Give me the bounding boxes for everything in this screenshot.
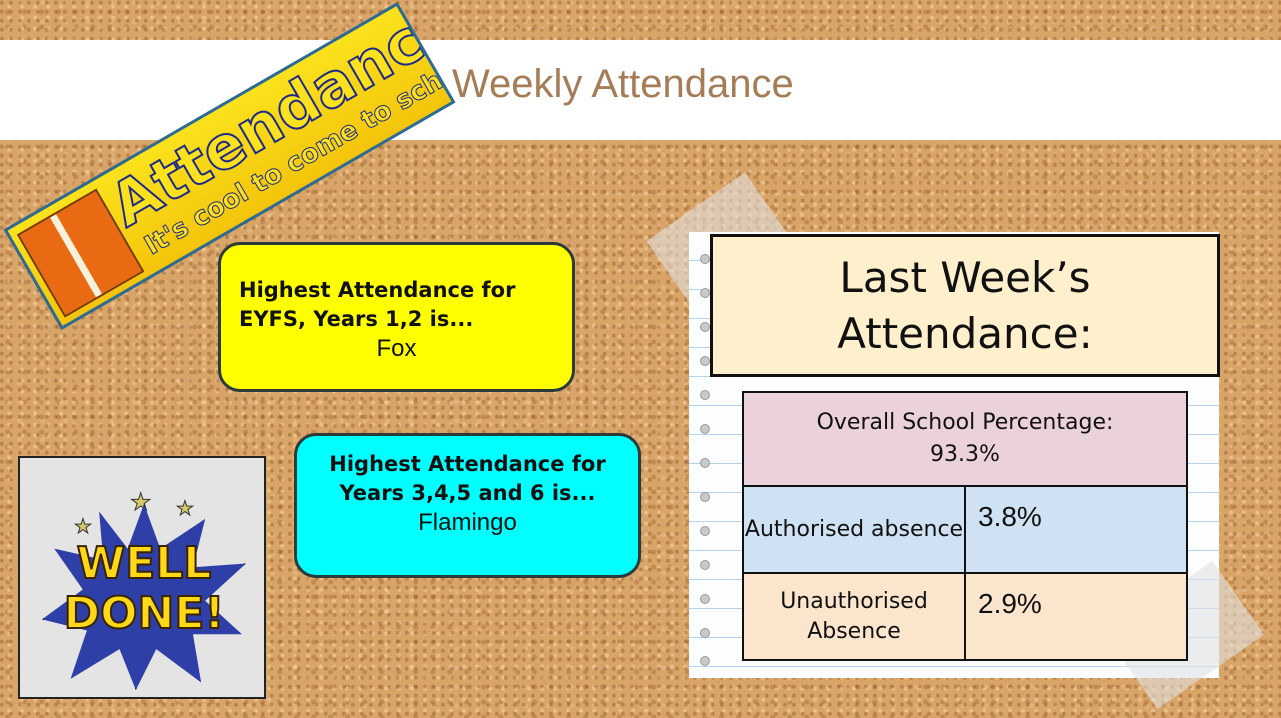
punch-hole: [700, 560, 710, 570]
punch-hole: [700, 458, 710, 468]
summary-heading: Last Week’s Attendance:: [837, 252, 1093, 358]
unauthorised-label: Unauthorised Absence: [742, 572, 966, 661]
overall-cell: Overall School Percentage: 93.3%: [742, 391, 1188, 487]
star-icon: ★: [176, 496, 195, 521]
punch-hole: [700, 254, 710, 264]
authorised-value: 3.8%: [964, 485, 1188, 574]
note-eyfs-value: Fox: [376, 335, 417, 362]
attendance-table: Overall School Percentage: 93.3% Authori…: [742, 391, 1188, 661]
overall-label: Overall School Percentage:: [816, 410, 1114, 435]
page-title: Weekly Attendance: [452, 62, 794, 106]
table-row: Authorised absence 3.8%: [742, 485, 1188, 574]
overall-value: 93.3%: [930, 442, 1000, 467]
star-icon: ★: [74, 514, 93, 539]
note-eyfs-heading: Highest Attendance for EYFS, Years 1,2 i…: [239, 278, 516, 331]
table-row: Unauthorised Absence 2.9%: [742, 572, 1188, 661]
well-done-line2: DONE!: [63, 588, 226, 639]
punch-hole: [700, 288, 710, 298]
unauthorised-value: 2.9%: [964, 572, 1188, 661]
punch-hole: [700, 628, 710, 638]
punch-hole: [700, 356, 710, 366]
well-done-line1: WELL: [76, 538, 213, 589]
authorised-label: Authorised absence: [742, 485, 966, 574]
punch-hole: [700, 424, 710, 434]
well-done-badge: ★ ★ ★ WELL DONE!: [18, 456, 266, 699]
note-ks2: Highest Attendance for Years 3,4,5 and 6…: [294, 433, 641, 578]
punch-hole: [700, 390, 710, 400]
punch-hole: [700, 594, 710, 604]
punch-hole: [700, 322, 710, 332]
note-eyfs: Highest Attendance for EYFS, Years 1,2 i…: [218, 242, 575, 392]
punch-hole: [700, 656, 710, 666]
punch-hole: [700, 526, 710, 536]
star-icon: ★: [130, 488, 152, 517]
punch-hole: [700, 492, 710, 502]
summary-heading-box: Last Week’s Attendance:: [710, 234, 1220, 377]
note-ks2-heading: Highest Attendance for Years 3,4,5 and 6…: [329, 452, 606, 505]
table-row: Overall School Percentage: 93.3%: [742, 391, 1188, 487]
note-ks2-value: Flamingo: [418, 509, 517, 536]
